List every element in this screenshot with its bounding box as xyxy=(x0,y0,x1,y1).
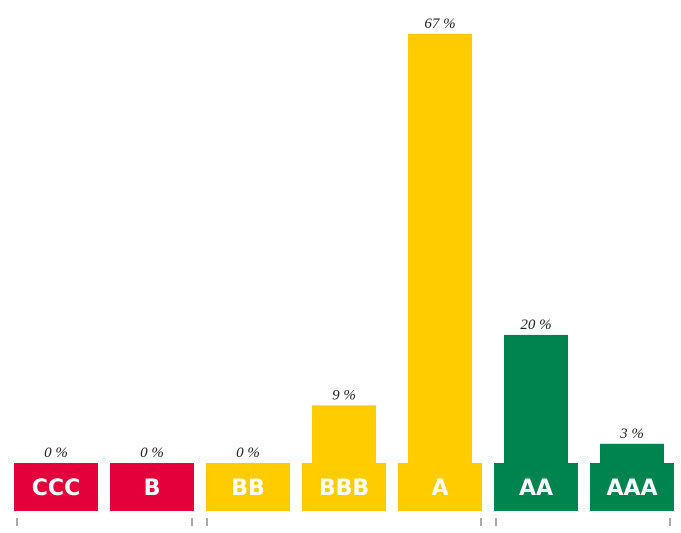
value-label: 0 % xyxy=(44,445,68,461)
category-label: B xyxy=(144,476,161,501)
category-box xyxy=(590,463,674,511)
category-label: A xyxy=(431,476,448,501)
group-separators xyxy=(16,518,671,526)
value-label: 67 % xyxy=(424,16,455,32)
category-label: AAA xyxy=(606,476,657,501)
value-label: 0 % xyxy=(236,445,260,461)
bar xyxy=(408,34,472,463)
value-label: 20 % xyxy=(520,317,551,333)
bar xyxy=(600,443,664,463)
category-label: CCC xyxy=(32,476,80,501)
category-box xyxy=(302,463,386,511)
bar xyxy=(504,334,568,463)
category-label: BB xyxy=(231,476,265,501)
category-label: AA xyxy=(519,476,553,501)
category-label: BBB xyxy=(319,476,369,501)
value-label: 9 % xyxy=(332,387,356,403)
bar xyxy=(312,405,376,463)
category-box xyxy=(398,463,482,511)
category-box xyxy=(206,463,290,511)
category-box xyxy=(14,463,98,511)
value-label: 3 % xyxy=(619,426,644,442)
category-box xyxy=(110,463,194,511)
category-box xyxy=(494,463,578,511)
value-label: 0 % xyxy=(140,445,164,461)
